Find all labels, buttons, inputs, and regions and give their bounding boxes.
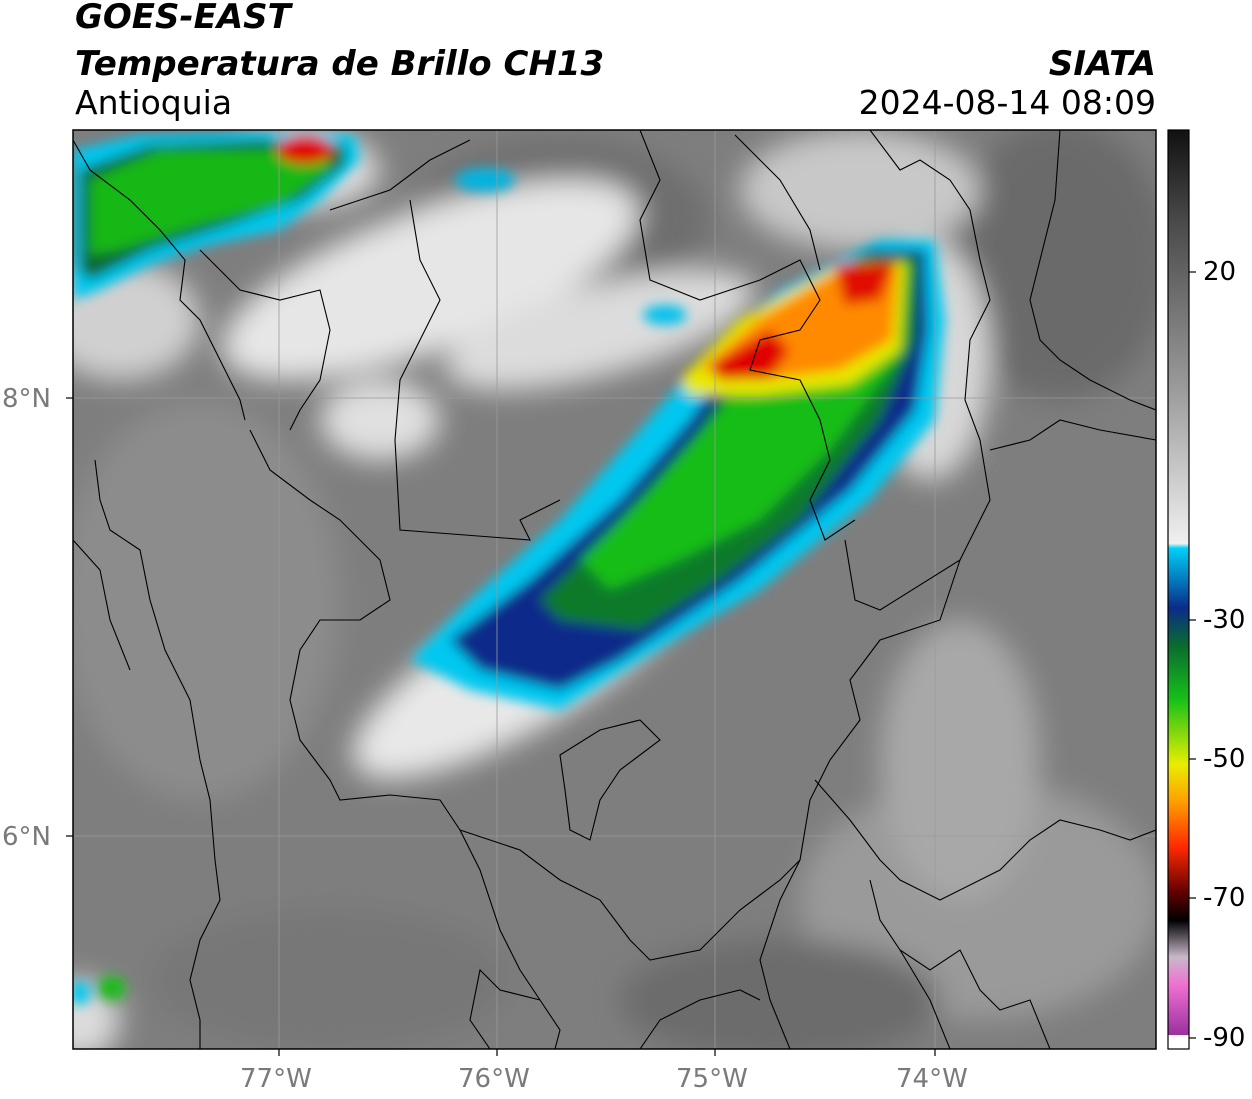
region-label: Antioquia [75,83,233,122]
brightness-temperature-field [73,130,1156,1049]
product-title: Temperatura de Brillo CH13 [75,44,605,84]
lon-label-75w: 75°W [676,1064,748,1094]
lon-label-74w: 74°W [896,1064,968,1094]
political-boundaries [73,130,1156,1049]
colorbar-label-20: 20 [1203,257,1237,287]
colorbar-label-minus70: -70 [1203,883,1246,913]
graticule [73,130,1156,1049]
colorbar-label-minus90: -90 [1203,1023,1246,1053]
lat-label-8n: 8°N [2,384,51,414]
agency-label: SIATA [1048,44,1156,84]
lat-label-6n: 6°N [2,822,51,852]
datetime-label: 2024-08-14 08:09 [858,83,1156,122]
map-frame [72,129,1157,1050]
satellite-title: GOES-EAST [75,0,291,37]
axis-ticks [66,397,936,1056]
colorbar-frame [1167,129,1190,1050]
colorbar [1168,130,1189,1049]
colorbar-label-minus50: -50 [1203,744,1246,774]
lon-label-76w: 76°W [458,1064,530,1094]
colorbar-label-minus30: -30 [1203,605,1246,635]
lon-label-77w: 77°W [240,1064,312,1094]
colorbar-ticks [1189,271,1196,1039]
